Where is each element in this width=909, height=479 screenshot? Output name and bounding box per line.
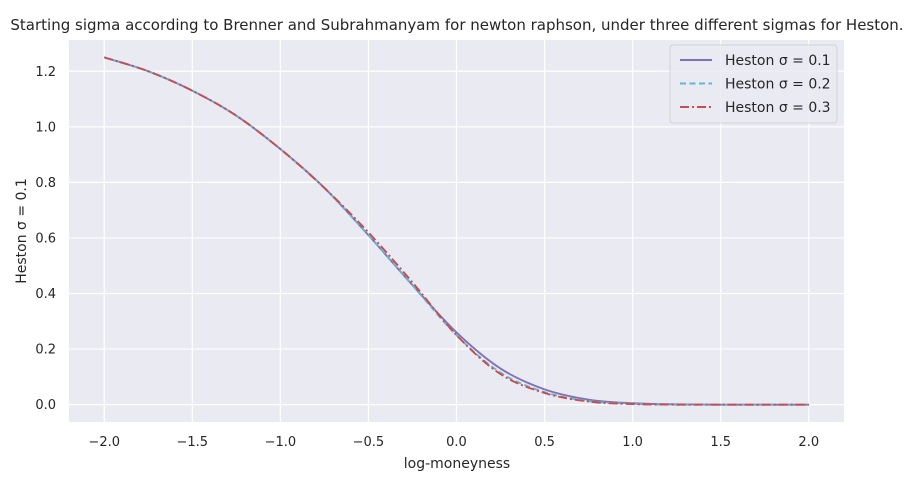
y-tick-label: 1.0 (35, 120, 56, 135)
x-tick-label: 2.0 (798, 435, 819, 450)
y-tick-label: 1.2 (35, 65, 56, 80)
y-tick-label: 0.8 (35, 176, 56, 191)
y-tick-label: 0.6 (35, 231, 56, 246)
legend: Heston σ = 0.1 Heston σ = 0.2 Heston σ = 0… (669, 44, 838, 124)
x-tick-label: 1.5 (710, 435, 731, 450)
x-axis-label: log-moneyness (404, 456, 510, 472)
x-tick-label: 1.0 (622, 435, 643, 450)
x-tick-label: −0.5 (353, 435, 385, 450)
x-tick-label: −2.0 (88, 435, 120, 450)
x-tick-label: −1.5 (177, 435, 209, 450)
chart-title: Starting sigma according to Brenner and … (10, 16, 903, 34)
legend-label-1: Heston σ = 0.1 (725, 53, 831, 69)
y-axis-ticks: 0.0 0.2 0.4 0.6 0.8 1.0 1.2 (35, 65, 56, 413)
series-line-2 (103, 56, 809, 406)
y-tick-label: 0.2 (35, 343, 56, 358)
x-tick-label: −1.0 (265, 435, 297, 450)
y-tick-label: 0.0 (35, 398, 56, 413)
legend-label-2: Heston σ = 0.2 (725, 77, 831, 93)
y-tick-label: 0.4 (35, 287, 56, 302)
x-tick-label: 0.5 (534, 435, 555, 450)
legend-box (669, 44, 838, 124)
x-tick-label: 0.0 (446, 435, 467, 450)
x-axis-ticks: −2.0 −1.5 −1.0 −0.5 0.0 0.5 1.0 1.5 2.0 (88, 435, 819, 450)
series-layer (103, 56, 809, 406)
series-line-3 (103, 56, 809, 406)
legend-label-3: Heston σ = 0.3 (725, 100, 831, 116)
y-axis-label: Heston σ = 0.1 (14, 178, 30, 284)
